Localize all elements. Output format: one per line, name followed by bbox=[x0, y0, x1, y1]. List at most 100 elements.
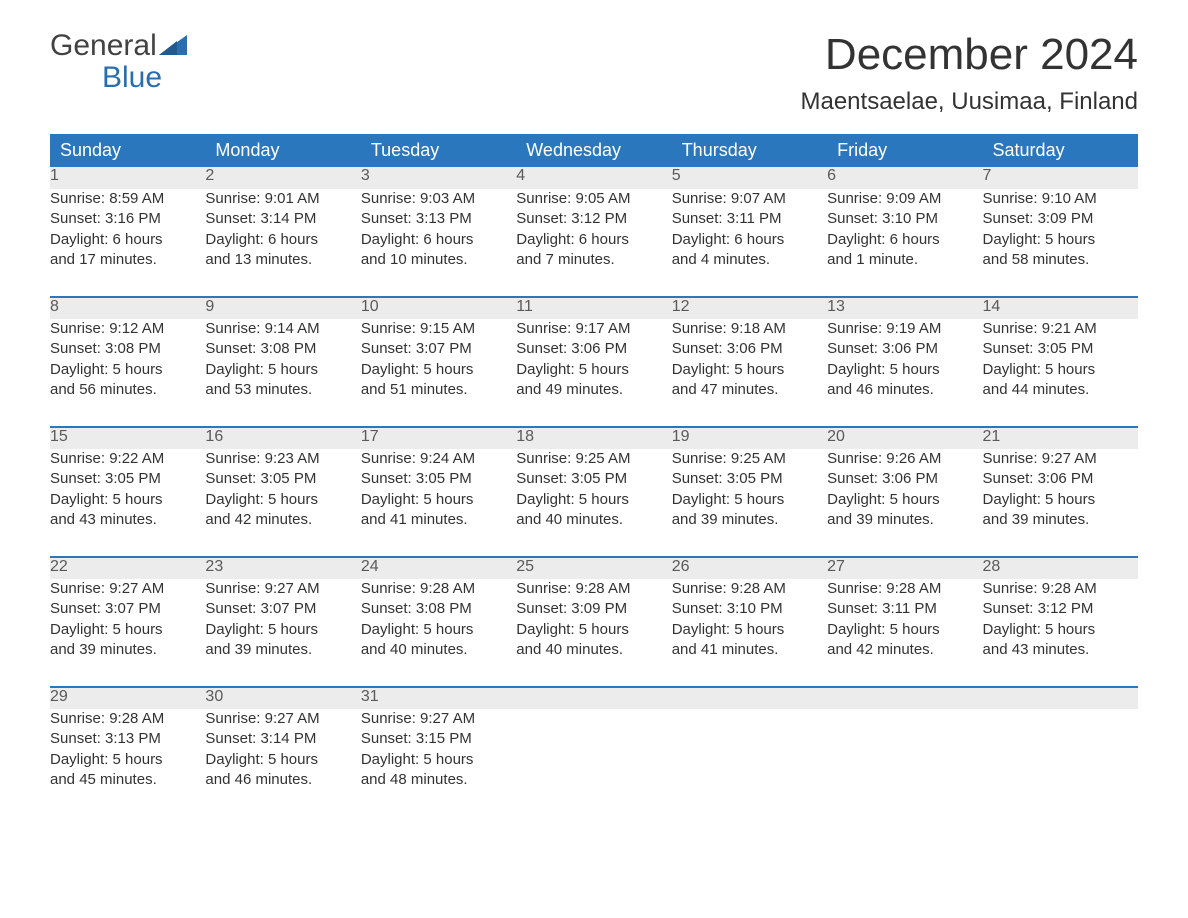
sunset-text: Sunset: 3:05 PM bbox=[516, 469, 671, 489]
daylight-text-1: Daylight: 5 hours bbox=[516, 360, 671, 380]
day-cell: Sunrise: 9:28 AMSunset: 3:13 PMDaylight:… bbox=[50, 709, 205, 794]
sunset-text: Sunset: 3:06 PM bbox=[516, 339, 671, 359]
title-block: December 2024 Maentsaelae, Uusimaa, Finl… bbox=[800, 30, 1138, 116]
day-cell: Sunrise: 9:21 AMSunset: 3:05 PMDaylight:… bbox=[983, 319, 1138, 427]
sunrise-text: Sunrise: 9:28 AM bbox=[827, 579, 982, 599]
sunset-text: Sunset: 3:06 PM bbox=[827, 469, 982, 489]
daylight-text-2: and 53 minutes. bbox=[205, 380, 360, 400]
daylight-text-1: Daylight: 6 hours bbox=[827, 230, 982, 250]
flag-icon bbox=[159, 30, 187, 62]
sunset-text: Sunset: 3:08 PM bbox=[361, 599, 516, 619]
day-number-row: 22232425262728 bbox=[50, 557, 1138, 579]
day-number: 4 bbox=[516, 167, 671, 189]
sunset-text: Sunset: 3:08 PM bbox=[205, 339, 360, 359]
sunset-text: Sunset: 3:11 PM bbox=[672, 209, 827, 229]
sunset-text: Sunset: 3:06 PM bbox=[827, 339, 982, 359]
sunrise-text: Sunrise: 8:59 AM bbox=[50, 189, 205, 209]
daylight-text-1: Daylight: 5 hours bbox=[672, 620, 827, 640]
day-number: 24 bbox=[361, 557, 516, 579]
sunrise-text: Sunrise: 9:25 AM bbox=[672, 449, 827, 469]
day-cell: Sunrise: 9:18 AMSunset: 3:06 PMDaylight:… bbox=[672, 319, 827, 427]
daylight-text-2: and 58 minutes. bbox=[983, 250, 1138, 270]
sunrise-text: Sunrise: 9:25 AM bbox=[516, 449, 671, 469]
day-cell: Sunrise: 9:26 AMSunset: 3:06 PMDaylight:… bbox=[827, 449, 982, 557]
day-number: 21 bbox=[983, 427, 1138, 449]
daylight-text-1: Daylight: 5 hours bbox=[361, 620, 516, 640]
day-header: Sunday bbox=[50, 134, 205, 167]
sunset-text: Sunset: 3:09 PM bbox=[983, 209, 1138, 229]
sunset-text: Sunset: 3:07 PM bbox=[361, 339, 516, 359]
sunrise-text: Sunrise: 9:22 AM bbox=[50, 449, 205, 469]
sunrise-text: Sunrise: 9:26 AM bbox=[827, 449, 982, 469]
daylight-text-2: and 4 minutes. bbox=[672, 250, 827, 270]
sunrise-text: Sunrise: 9:27 AM bbox=[361, 709, 516, 729]
day-number: 13 bbox=[827, 297, 982, 319]
day-number: 9 bbox=[205, 297, 360, 319]
day-number bbox=[983, 687, 1138, 709]
daylight-text-2: and 45 minutes. bbox=[50, 770, 205, 790]
day-number: 10 bbox=[361, 297, 516, 319]
brand-logo: General Blue bbox=[50, 30, 187, 93]
daylight-text-1: Daylight: 6 hours bbox=[205, 230, 360, 250]
day-number: 19 bbox=[672, 427, 827, 449]
calendar-header-row: Sunday Monday Tuesday Wednesday Thursday… bbox=[50, 134, 1138, 167]
day-detail-row: Sunrise: 8:59 AMSunset: 3:16 PMDaylight:… bbox=[50, 189, 1138, 297]
day-number bbox=[516, 687, 671, 709]
sunrise-text: Sunrise: 9:09 AM bbox=[827, 189, 982, 209]
sunrise-text: Sunrise: 9:27 AM bbox=[205, 709, 360, 729]
brand-word-1: General bbox=[50, 30, 157, 62]
sunrise-text: Sunrise: 9:28 AM bbox=[516, 579, 671, 599]
daylight-text-2: and 42 minutes. bbox=[205, 510, 360, 530]
sunrise-text: Sunrise: 9:19 AM bbox=[827, 319, 982, 339]
daylight-text-1: Daylight: 5 hours bbox=[205, 750, 360, 770]
day-number: 29 bbox=[50, 687, 205, 709]
daylight-text-2: and 39 minutes. bbox=[205, 640, 360, 660]
day-number: 20 bbox=[827, 427, 982, 449]
sunset-text: Sunset: 3:15 PM bbox=[361, 729, 516, 749]
daylight-text-1: Daylight: 5 hours bbox=[983, 620, 1138, 640]
daylight-text-2: and 40 minutes. bbox=[516, 510, 671, 530]
daylight-text-2: and 49 minutes. bbox=[516, 380, 671, 400]
sunrise-text: Sunrise: 9:10 AM bbox=[983, 189, 1138, 209]
day-cell: Sunrise: 9:09 AMSunset: 3:10 PMDaylight:… bbox=[827, 189, 982, 297]
daylight-text-2: and 44 minutes. bbox=[983, 380, 1138, 400]
day-number bbox=[827, 687, 982, 709]
day-cell: Sunrise: 9:05 AMSunset: 3:12 PMDaylight:… bbox=[516, 189, 671, 297]
sunrise-text: Sunrise: 9:07 AM bbox=[672, 189, 827, 209]
sunset-text: Sunset: 3:07 PM bbox=[205, 599, 360, 619]
daylight-text-1: Daylight: 5 hours bbox=[983, 360, 1138, 380]
sunrise-text: Sunrise: 9:01 AM bbox=[205, 189, 360, 209]
sunset-text: Sunset: 3:06 PM bbox=[983, 469, 1138, 489]
sunrise-text: Sunrise: 9:28 AM bbox=[361, 579, 516, 599]
day-header: Wednesday bbox=[516, 134, 671, 167]
daylight-text-1: Daylight: 5 hours bbox=[50, 360, 205, 380]
sunrise-text: Sunrise: 9:28 AM bbox=[983, 579, 1138, 599]
sunrise-text: Sunrise: 9:28 AM bbox=[50, 709, 205, 729]
brand-word-2: Blue bbox=[50, 62, 187, 94]
daylight-text-1: Daylight: 5 hours bbox=[672, 360, 827, 380]
day-cell: Sunrise: 9:23 AMSunset: 3:05 PMDaylight:… bbox=[205, 449, 360, 557]
day-header: Saturday bbox=[983, 134, 1138, 167]
sunrise-text: Sunrise: 9:17 AM bbox=[516, 319, 671, 339]
sunrise-text: Sunrise: 9:23 AM bbox=[205, 449, 360, 469]
daylight-text-2: and 39 minutes. bbox=[827, 510, 982, 530]
day-number: 30 bbox=[205, 687, 360, 709]
sunrise-text: Sunrise: 9:24 AM bbox=[361, 449, 516, 469]
day-cell: Sunrise: 9:28 AMSunset: 3:08 PMDaylight:… bbox=[361, 579, 516, 687]
location-subtitle: Maentsaelae, Uusimaa, Finland bbox=[800, 88, 1138, 116]
daylight-text-1: Daylight: 5 hours bbox=[361, 490, 516, 510]
daylight-text-2: and 40 minutes. bbox=[516, 640, 671, 660]
daylight-text-2: and 39 minutes. bbox=[50, 640, 205, 660]
day-header: Thursday bbox=[672, 134, 827, 167]
day-cell: Sunrise: 9:24 AMSunset: 3:05 PMDaylight:… bbox=[361, 449, 516, 557]
sunrise-text: Sunrise: 9:12 AM bbox=[50, 319, 205, 339]
sunset-text: Sunset: 3:05 PM bbox=[50, 469, 205, 489]
sunset-text: Sunset: 3:10 PM bbox=[827, 209, 982, 229]
day-detail-row: Sunrise: 9:28 AMSunset: 3:13 PMDaylight:… bbox=[50, 709, 1138, 794]
day-number: 17 bbox=[361, 427, 516, 449]
day-cell bbox=[672, 709, 827, 794]
daylight-text-2: and 56 minutes. bbox=[50, 380, 205, 400]
sunset-text: Sunset: 3:08 PM bbox=[50, 339, 205, 359]
daylight-text-2: and 48 minutes. bbox=[361, 770, 516, 790]
daylight-text-1: Daylight: 5 hours bbox=[50, 490, 205, 510]
